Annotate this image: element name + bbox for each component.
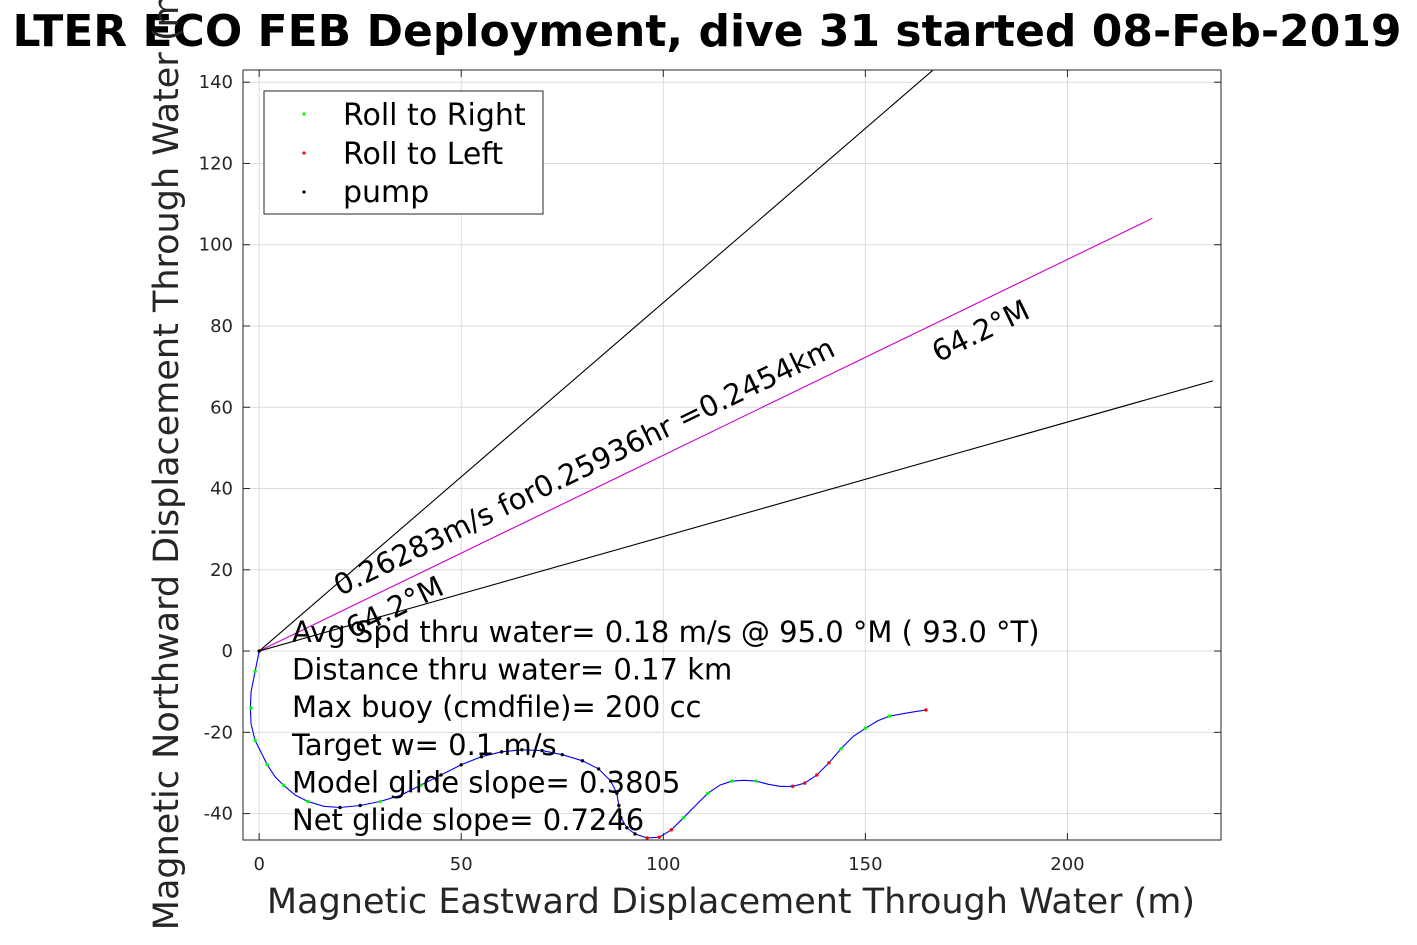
y-tick-label: -20 [204,722,233,743]
y-tick-label: 100 [199,235,233,256]
y-tick-label: 120 [199,153,233,174]
pump-point [633,832,637,836]
roll-left-point [657,835,661,839]
roll-left-point [669,828,674,832]
pump-point [520,748,524,752]
pump-point [459,763,463,767]
x-axis-label: Magnetic Eastward Displacement Through W… [267,882,1195,922]
x-tick-label: 150 [848,854,882,875]
pump-point [580,759,585,763]
legend-marker-pump [302,190,306,194]
roll-left-point [803,781,807,785]
roll-right-point [253,669,257,674]
grid [243,70,1221,840]
roll-right-point [253,738,257,743]
annotation-line: Avg Spd thru water= 0.18 m/s @ 95.0 °M (… [292,615,1040,649]
pump-point [615,791,619,795]
axis-ticks: 0 50 100 150 200 -40 -20 0 20 40 60 80 100 120 140 [199,70,1221,875]
y-tick-label: -40 [204,804,233,825]
roll-right-point [754,779,758,783]
roll-right-point [863,726,868,730]
annotation-line: Max buoy (cmdfile)= 200 cc [292,690,701,724]
pump-point [338,805,342,810]
pump-point [479,755,484,759]
legend-marker-roll-right [302,112,306,116]
reference-line-heading [258,217,1153,652]
y-tick-label: 140 [199,72,233,93]
pump-point [619,815,623,820]
roll-right-point [419,783,423,787]
track [249,649,928,840]
roll-left-point [790,784,795,789]
roll-right-point [681,815,686,820]
roll-right-point [249,706,253,710]
chart-title: LTER ECO FEB Deployment, dive 31 started… [12,6,1401,57]
roll-left-point [827,761,831,765]
roll-right-point [730,779,734,783]
annotation-line: Target w= 0.1 m/s [291,728,557,762]
y-tick-label: 20 [210,560,233,581]
pump-point [609,779,613,783]
pump-point [257,649,261,653]
legend-marker-roll-left [302,151,306,155]
roll-left-point [645,836,649,840]
pump-point [499,750,504,754]
y-axis-label: Magnetic Northward Displacement Through … [147,0,187,930]
x-tick-label: 100 [646,854,680,875]
roll-right-point [706,791,710,795]
pump-point [560,752,564,757]
y-tick-label: 40 [210,479,233,500]
roll-right-point [281,783,286,787]
annotations: Avg Spd thru water= 0.18 m/s @ 95.0 °M (… [291,615,1040,837]
y-tick-label: 60 [210,397,233,418]
pump-point [358,803,362,808]
pump-point [625,826,629,830]
annotation-line: Distance thru water= 0.17 km [292,653,732,687]
plot-frame [242,69,1222,841]
y-tick-label: 80 [210,316,233,337]
roll-right-point [839,746,843,751]
reference-line-lower [259,380,1214,652]
roll-right-point [887,714,892,718]
legend-box [263,90,544,215]
legend: Roll to Right Roll to Left pump [263,90,544,215]
roll-left-point [924,708,928,712]
pump-point [439,773,443,777]
x-tick-label: 50 [450,854,473,875]
roll-right-point [265,763,269,767]
annotation-line: Model glide slope= 0.3805 [292,765,680,799]
pump-point [617,803,621,808]
pump-point [596,767,601,771]
legend-label-roll-right: Roll to Right [343,98,526,133]
x-tick-label: 200 [1050,854,1084,875]
legend-label-roll-left: Roll to Left [343,137,503,172]
roll-left-point [815,773,819,777]
roll-right-point [305,799,310,804]
legend-label-pump: pump [343,175,429,210]
x-tick-label: 0 [253,854,264,875]
annotation-line: Net glide slope= 0.7246 [292,803,644,837]
y-tick-label: 0 [222,641,233,662]
pump-point [540,748,544,753]
roll-right-point [378,799,383,804]
